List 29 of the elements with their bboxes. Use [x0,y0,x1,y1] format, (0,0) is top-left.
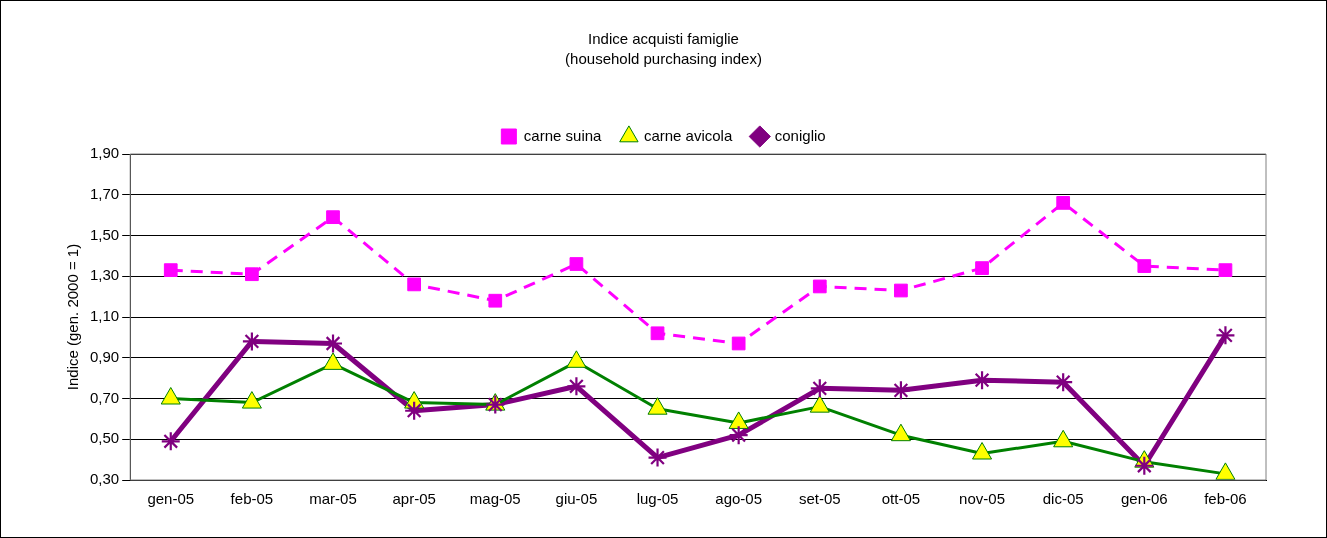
y-tick-label: 1,90 [89,144,120,162]
x-tick-label: apr-05 [392,490,436,508]
y-axis-title: Indice (gen. 2000 = 1) [64,243,82,391]
x-tick-label: nov-05 [959,490,1005,508]
x-tick-label: dic-05 [1042,490,1084,508]
y-tick-label: 1,70 [89,184,120,202]
y-tick-label: 1,10 [89,307,120,325]
chart-title: Indice acquisti famiglie [588,30,739,48]
x-tick-label: ago-05 [715,490,763,508]
x-tick-label: gen-05 [147,490,195,508]
chart-subtitle: (household purchasing index) [565,50,762,68]
x-tick-label: giu-05 [555,490,598,508]
y-tick-label: 1,50 [89,225,120,243]
x-tick-label: mar-05 [309,490,357,508]
y-tick-label: 1,30 [89,266,120,284]
y-tick-label: 0,90 [89,347,120,365]
x-tick-label: mag-05 [469,490,521,508]
legend-label: coniglio [774,126,826,144]
x-tick-label: feb-05 [230,490,274,508]
x-tick-label: set-05 [798,490,841,508]
y-tick-label: 0,70 [89,388,120,406]
x-tick-label: gen-06 [1120,490,1168,508]
x-tick-label: ott-05 [881,490,921,508]
x-tick-label: lug-05 [636,490,679,508]
y-tick-label: 0,50 [89,429,120,447]
legend-label: carne suina [523,126,603,144]
x-tick-label: feb-06 [1204,490,1247,508]
legend-label: carne avicola [643,126,733,144]
y-tick-label: 0,30 [89,470,120,488]
